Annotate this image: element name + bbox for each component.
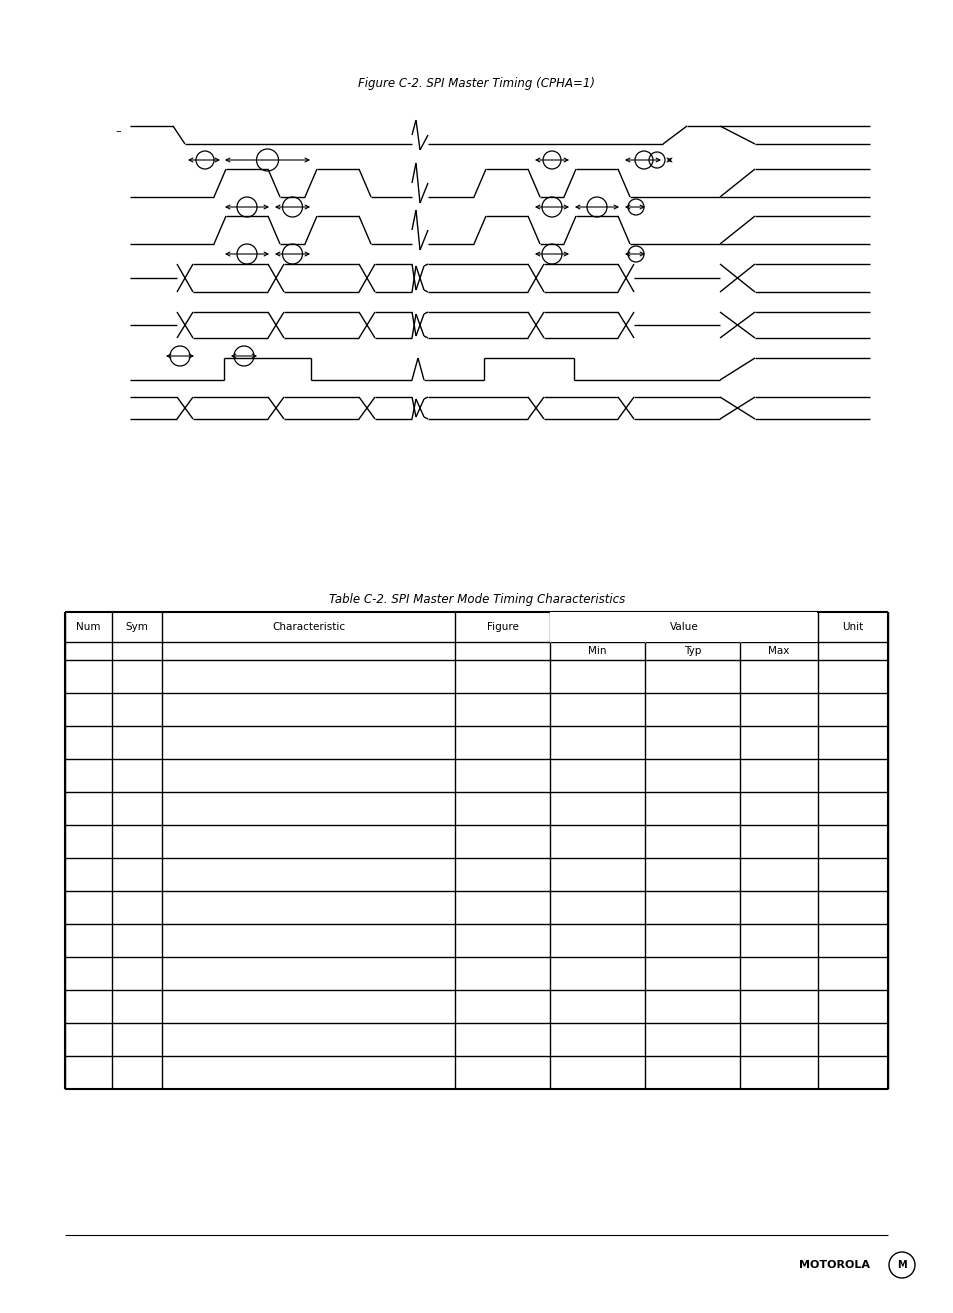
Text: Characteristic: Characteristic — [272, 622, 345, 632]
Text: MOTOROLA: MOTOROLA — [799, 1260, 869, 1270]
Text: Value: Value — [669, 622, 698, 632]
Text: Max: Max — [767, 646, 789, 656]
Text: Sym: Sym — [126, 622, 149, 632]
Bar — [550, 612, 817, 642]
Text: Unit: Unit — [841, 622, 862, 632]
Text: Min: Min — [588, 646, 606, 656]
Text: –: – — [115, 126, 121, 137]
Text: Table C-2. SPI Master Mode Timing Characteristics: Table C-2. SPI Master Mode Timing Charac… — [329, 593, 624, 607]
Text: Typ: Typ — [683, 646, 700, 656]
Text: Figure C-2. SPI Master Timing (CPHA=1): Figure C-2. SPI Master Timing (CPHA=1) — [358, 76, 595, 89]
Text: Num: Num — [76, 622, 101, 632]
Text: M: M — [896, 1260, 906, 1270]
Text: Figure: Figure — [486, 622, 517, 632]
